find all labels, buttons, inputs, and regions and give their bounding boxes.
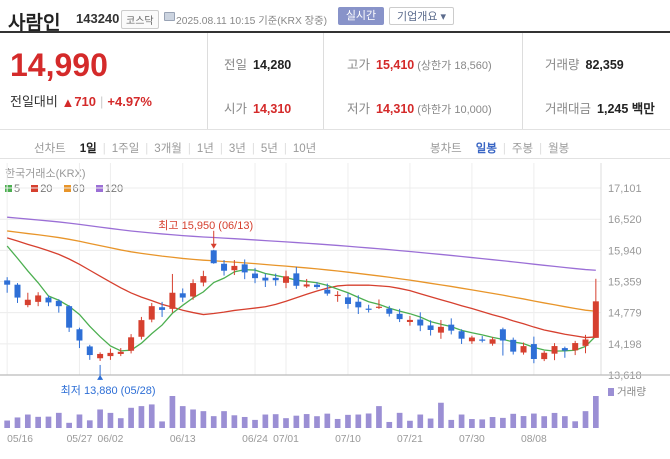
svg-text:17,101: 17,101 [608,183,642,195]
svg-text:06/13: 06/13 [170,434,196,445]
svg-text:15,359: 15,359 [608,277,642,289]
svg-text:거래량: 거래량 [617,386,646,398]
svg-text:07/01: 07/01 [273,434,299,445]
svg-text:16,520: 16,520 [608,214,642,226]
svg-text:06/02: 06/02 [98,434,124,445]
svg-text:05/27: 05/27 [67,434,93,445]
svg-text:05/16: 05/16 [7,434,33,445]
svg-text:최고 15,950 (06/13): 최고 15,950 (06/13) [158,219,253,232]
svg-text:14,779: 14,779 [608,308,642,320]
svg-text:최저 13,880 (05/28): 최저 13,880 (05/28) [61,384,156,397]
svg-text:13,618: 13,618 [608,370,642,382]
svg-text:08/08: 08/08 [521,434,547,445]
svg-text:07/21: 07/21 [397,434,423,445]
svg-text:07/10: 07/10 [335,434,361,445]
svg-text:15,940: 15,940 [608,245,642,257]
svg-text:14,198: 14,198 [608,339,642,351]
svg-text:06/24: 06/24 [242,434,268,445]
svg-text:07/30: 07/30 [459,434,485,445]
